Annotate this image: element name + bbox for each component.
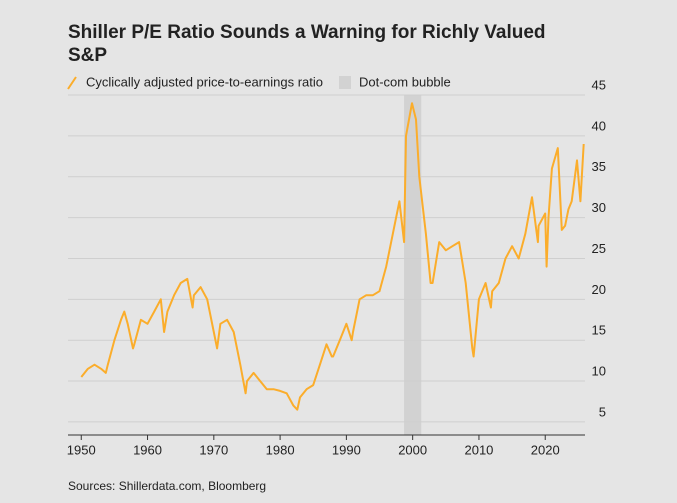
y-tick-label: 25 — [592, 241, 606, 256]
x-tick-label: 1990 — [332, 442, 361, 457]
x-tick-label: 1950 — [67, 442, 96, 457]
legend-label: Cyclically adjusted price-to-earnings ra… — [86, 74, 323, 89]
x-tick-label: 2010 — [464, 442, 493, 457]
legend-swatch — [67, 76, 77, 90]
y-tick-label: 40 — [592, 118, 606, 133]
x-tick-label: 1980 — [266, 442, 295, 457]
y-tick-label: 15 — [592, 323, 606, 338]
y-tick-label: 45 — [592, 77, 606, 92]
chart-title: Shiller P/E Ratio Sounds a Warning for R… — [68, 22, 546, 66]
legend-swatch — [339, 76, 351, 89]
y-tick-label: 5 — [599, 404, 606, 419]
y-tick-label: 35 — [592, 159, 606, 174]
data-line — [80, 102, 585, 411]
shade-band — [404, 95, 422, 435]
legend-label: Dot-com bubble — [359, 74, 451, 89]
y-tick-label: 10 — [592, 363, 606, 378]
source: Sources: Shillerdata.com, Bloomberg — [68, 479, 266, 493]
y-tick-label: 20 — [592, 282, 606, 297]
x-tick-label: 2020 — [531, 442, 560, 457]
x-tick-label: 1970 — [199, 442, 228, 457]
x-tick-label: 1960 — [133, 442, 162, 457]
y-tick-label: 30 — [592, 200, 606, 215]
x-tick-label: 2000 — [398, 442, 427, 457]
